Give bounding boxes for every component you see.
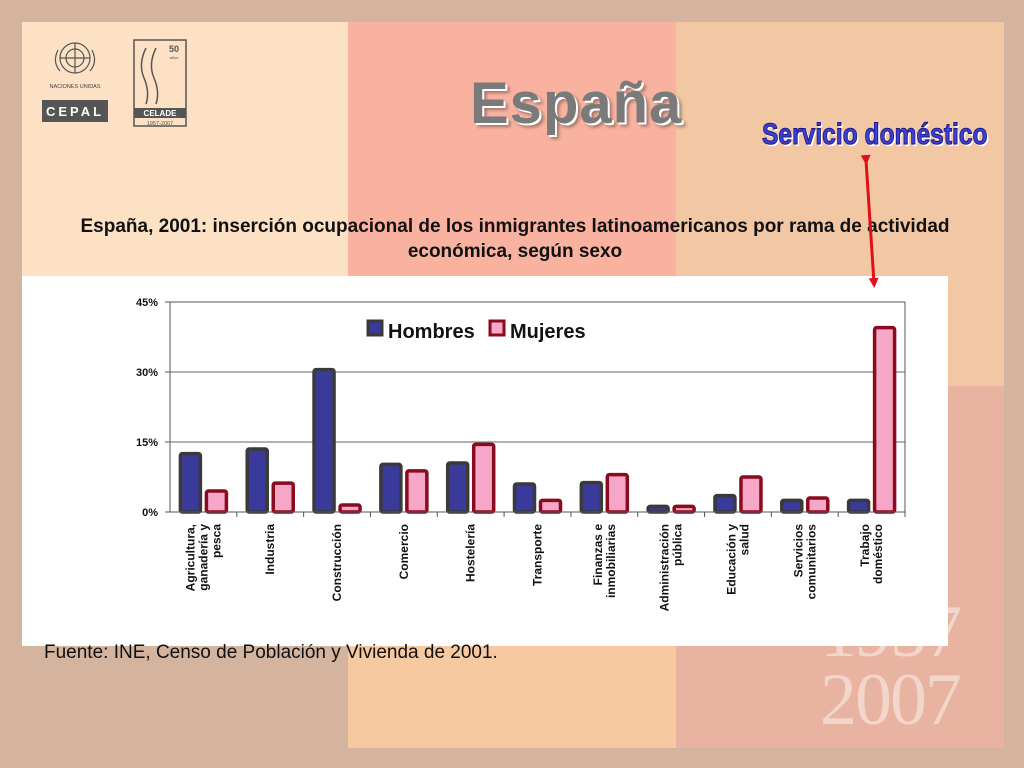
bar-mujeres	[338, 503, 362, 514]
celade-years: 1957-2007	[147, 121, 173, 127]
bar-hombres	[713, 493, 737, 514]
x-tick-label: Servicioscomunitarios	[791, 524, 818, 600]
svg-text:Industria: Industria	[263, 524, 277, 575]
slide-title: España	[470, 71, 683, 136]
legend: Hombres Mujeres	[366, 319, 586, 343]
celade-logo: 50 años CELADE 1957-2007	[133, 39, 187, 127]
annotation-label: Servicio doméstico	[762, 118, 988, 152]
bar-mujeres	[872, 325, 897, 514]
bar-hombres	[579, 480, 604, 514]
y-tick-label: 45%	[136, 297, 158, 309]
bar-mujeres	[471, 442, 496, 514]
bar-hombres	[846, 498, 871, 514]
bar-mujeres	[271, 481, 295, 514]
x-tick-label: Comercio	[397, 524, 411, 579]
legend-swatch	[488, 319, 506, 337]
un-emblem-icon	[54, 42, 96, 74]
profiles-icon	[140, 47, 159, 105]
x-tick-label: Finanzas einmobiliarias	[591, 524, 618, 598]
bar-mujeres	[806, 496, 830, 514]
x-tick-label: Trabajodoméstico	[858, 524, 885, 584]
bar-mujeres	[204, 489, 229, 514]
celade-badge: 50	[169, 44, 179, 54]
watermark-year-start: 1957	[820, 591, 962, 673]
y-axis: 0% 15% 30% 45%	[136, 297, 170, 519]
celade-label: CELADE	[144, 109, 178, 118]
watermark-year-end: 2007	[820, 659, 962, 741]
legend-label: Mujeres	[510, 321, 586, 343]
x-tick-label: Educación ysalud	[724, 524, 751, 595]
bar-mujeres	[739, 475, 763, 514]
svg-text:Finanzas einmobiliarias: Finanzas einmobiliarias	[591, 524, 618, 598]
bar-mujeres	[538, 498, 563, 514]
legend-label: Hombres	[388, 321, 475, 343]
svg-text:Educación ysalud: Educación ysalud	[724, 524, 751, 595]
y-tick-label: 15%	[136, 437, 158, 449]
bar-hombres	[512, 482, 537, 514]
svg-text:Agricultura,ganadería ypesca: Agricultura,ganadería ypesca	[183, 524, 223, 592]
svg-text:Construcción: Construcción	[330, 524, 344, 601]
plot-area	[169, 301, 906, 513]
annotation-arrow	[860, 154, 879, 288]
cepal-label: CEPAL	[46, 104, 104, 119]
bar-hombres	[379, 462, 403, 514]
svg-text:Comercio: Comercio	[397, 524, 411, 579]
cepal-box	[42, 100, 108, 122]
bar-hombres	[178, 451, 203, 514]
x-tick-label: Administraciónpública	[658, 524, 685, 612]
bar-hombres	[445, 461, 470, 514]
bar-hombres	[312, 367, 336, 514]
bar-mujeres	[605, 472, 630, 514]
bar-hombres	[245, 447, 269, 514]
y-tick-label: 0%	[142, 507, 158, 519]
bar-hombres	[646, 504, 670, 514]
un-cepal-logo: NACIONES UNIDAS CEPAL	[42, 42, 108, 122]
gridlines	[170, 371, 905, 443]
x-tick-label: Agricultura,ganadería ypesca	[183, 524, 223, 592]
svg-text:Trabajodoméstico: Trabajodoméstico	[858, 524, 885, 584]
x-tick-label: Industria	[263, 524, 277, 575]
x-tick-label: Construcción	[330, 524, 344, 601]
x-tick-label: Hostelería	[464, 524, 478, 582]
svg-text:Transporte: Transporte	[531, 524, 545, 586]
bar-hombres	[780, 498, 804, 514]
bar-mujeres	[405, 469, 429, 514]
x-axis: Agricultura,ganadería ypesca Industria Con…	[170, 511, 906, 612]
source-note: Fuente: INE, Censo de Población y Vivien…	[44, 642, 498, 663]
year-watermark: 1957 2007	[820, 591, 1010, 741]
un-label: NACIONES UNIDAS	[49, 84, 100, 90]
y-tick-label: 30%	[136, 367, 158, 379]
chart-title: España, 2001: inserción ocupacional de l…	[80, 216, 950, 262]
svg-text:Servicioscomunitarios: Servicioscomunitarios	[791, 524, 818, 600]
legend-swatch	[366, 319, 384, 337]
x-tick-label: Transporte	[531, 524, 545, 586]
bar-mujeres	[672, 504, 696, 514]
svg-text:Administraciónpública: Administraciónpública	[658, 524, 685, 612]
svg-text:Hostelería: Hostelería	[464, 524, 478, 582]
celade-badge-sub: años	[170, 55, 179, 60]
